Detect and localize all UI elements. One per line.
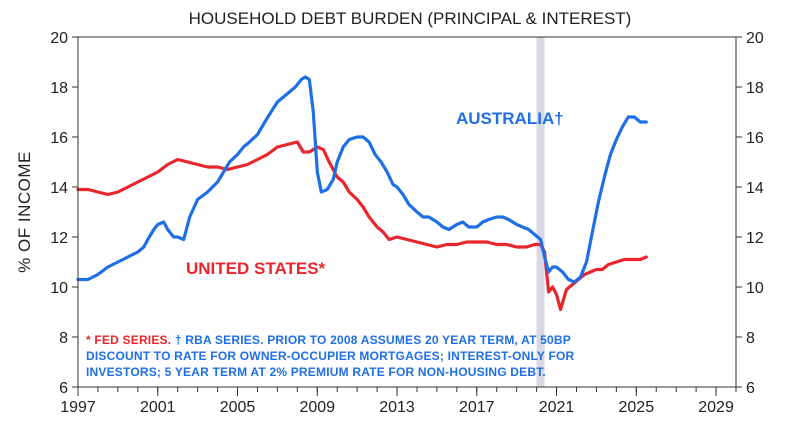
y-tick-label-right: 14 [746,180,764,197]
footnote-line-3: INVESTORS; 5 YEAR TERM AT 2% PREMIUM RAT… [86,365,546,379]
rba-series-note: † RBA SERIES. PRIOR TO 2008 ASSUMES 20 Y… [171,333,571,347]
y-tick-label-left: 10 [50,280,68,297]
y-tick-label-left: 14 [50,180,68,197]
y-tick-label-right: 16 [746,130,764,147]
plot-area [78,37,736,387]
australia-line [76,75,648,284]
right-axis-ticks: 6 8 10 12 14 16 18 20 [736,30,764,397]
y-tick-label-right: 6 [746,380,755,397]
y-tick-label-left: 18 [50,80,68,97]
us-series-label: UNITED STATES* [186,259,326,278]
y-tick-label-left: 12 [50,230,68,247]
y-tick-label-right: 8 [746,330,755,347]
y-tick-label-right: 18 [746,80,764,97]
footnote-line-2: DISCOUNT TO RATE FOR OWNER-OCCUPIER MORT… [86,349,575,363]
australia-series-label: AUSTRALIA† [456,109,564,128]
united-states-line [76,140,648,312]
left-axis-ticks: 6 8 10 12 14 16 18 20 [50,30,78,397]
y-tick-label-right: 12 [746,230,764,247]
footnote-line-1: * FED SERIES. † RBA SERIES. PRIOR TO 200… [86,333,571,347]
y-axis-label: % OF INCOME [15,151,34,273]
y-tick-label-left: 6 [59,380,68,397]
plot-border [77,36,737,388]
x-tick-label: 2021 [539,399,575,416]
x-tick-label: 2013 [379,399,415,416]
recession-band [536,37,545,387]
y-tick-label-right: 20 [746,30,764,47]
x-tick-label: 1997 [60,399,96,416]
x-tick-label: 2029 [698,399,734,416]
x-tick-label: 2025 [619,399,655,416]
plot-frame [77,36,737,388]
x-tick-label: 2009 [299,399,335,416]
fed-series-note: * FED SERIES. [86,333,171,347]
chart-title: HOUSEHOLD DEBT BURDEN (PRINCIPAL & INTER… [189,9,632,28]
y-tick-label-left: 8 [59,330,68,347]
x-axis-ticks: 1997 2001 2005 2009 2013 2017 2021 2025 2029 [60,387,737,416]
y-tick-label-left: 20 [50,30,68,47]
x-tick-label: 2017 [459,399,495,416]
y-tick-label-left: 16 [50,130,68,147]
y-tick-label-right: 10 [746,280,764,297]
x-tick-label: 2005 [220,399,256,416]
x-tick-label: 2001 [140,399,176,416]
recession-shade [536,37,545,387]
series-lines [76,75,648,312]
